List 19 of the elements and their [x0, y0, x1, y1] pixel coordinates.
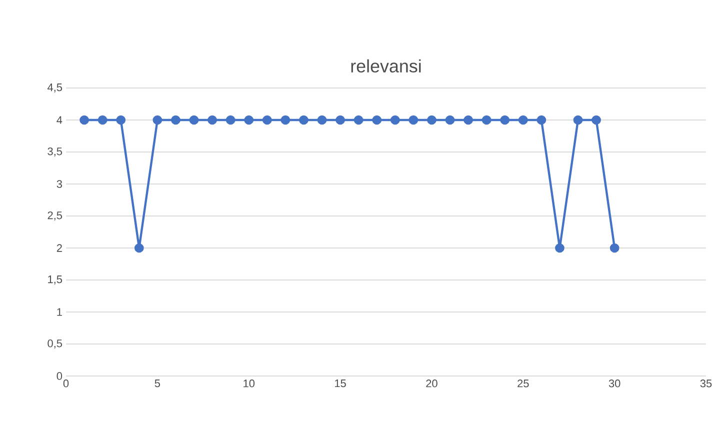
- x-tick-label: 20: [426, 380, 438, 388]
- y-tick-label: 4,5: [47, 84, 62, 92]
- y-tick-label: 2,5: [48, 211, 62, 221]
- x-tick-label: 5: [154, 380, 160, 388]
- y-tick-label: 1,5: [48, 276, 62, 284]
- x-tick-label: 15: [335, 380, 346, 388]
- y-tick-label: 4: [56, 116, 62, 124]
- y-tick-label: 2: [56, 244, 62, 252]
- y-tick-label: 0: [56, 372, 62, 380]
- y-tick-label: 3,5: [48, 147, 62, 157]
- y-tick-label: 0,5: [48, 339, 62, 349]
- chart-title: relevansi: [351, 59, 421, 72]
- y-tick-label: 3: [56, 180, 62, 188]
- x-tick-label: 10: [244, 380, 255, 388]
- x-tick-label: 35: [700, 380, 712, 388]
- x-tick-label: 25: [518, 380, 529, 388]
- x-tick-label: 0: [63, 380, 69, 388]
- x-tick-label: 30: [608, 380, 620, 388]
- y-tick-label: 1: [57, 308, 62, 316]
